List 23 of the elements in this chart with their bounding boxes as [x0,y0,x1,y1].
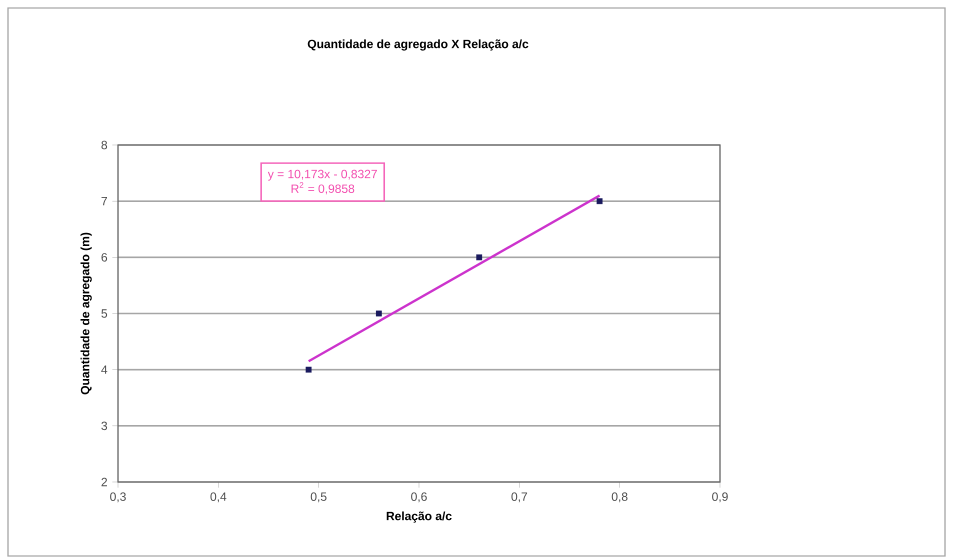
y-tick-label: 4 [101,366,108,374]
annotation: R$^{2}$ = 0,9858 [292,182,354,194]
y-tick-label: 6 [102,253,108,262]
point [306,366,312,373]
x-tick-label: 0,7 [511,492,528,502]
x-tick-label: 0,3 [110,492,126,502]
point [376,310,382,316]
x-tick-label: 0,4 [210,492,226,502]
x-tick-label: 0,6 [411,492,427,502]
y-tick-label: 3 [101,422,108,430]
y-tick-label: 2 [102,478,107,486]
x-tick-label: 0,5 [310,492,327,502]
y-tick-label: 7 [102,197,107,206]
chart-title: Quantidade de agregado X Relação a/c [308,39,528,51]
point [596,198,603,204]
y-tick-label: 5 [101,309,108,318]
y-tick-label: 8 [101,140,108,150]
x-tick-label: 0,9 [712,492,728,502]
point [476,254,482,260]
x-axis-title: Relação a/c [386,511,452,523]
x-tick-label: 0,8 [612,492,628,502]
annotation: y = 10,173x - 0,8327 [268,170,377,181]
y-axis-title: Quantidade de agregado (m) [80,232,92,394]
